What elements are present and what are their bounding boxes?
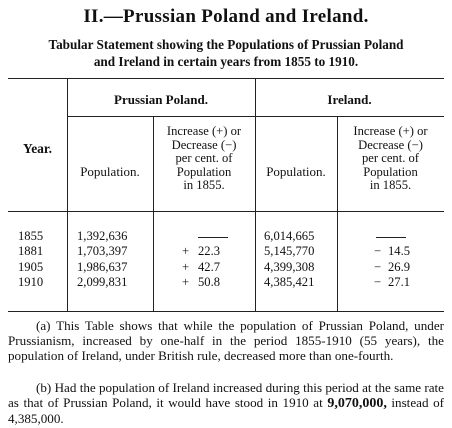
sign-cell: + [182, 244, 190, 259]
percent-cell: 42.7 [198, 259, 221, 274]
section-title: II.—Prussian Poland and Ireland. [83, 6, 369, 27]
divider [67, 79, 68, 311]
population-cell: 4,385,421 [264, 274, 315, 289]
poland-increase-header: Increase (+) or Decrease (−) per cent. o… [166, 124, 242, 192]
population-cell: 1,392,636 [77, 229, 128, 243]
percent-cell: 26.9 [388, 259, 411, 274]
population-cell: 1,703,397 [77, 244, 128, 259]
population-cell: 4,399,308 [264, 259, 315, 274]
year-cell: 1910 [18, 274, 44, 289]
divider [8, 211, 444, 212]
year-cell: 1855 [18, 229, 44, 243]
no-change-dash [198, 236, 228, 238]
poland-header: Prussian Poland. [114, 92, 208, 107]
percent-cell: 50.8 [198, 274, 221, 289]
caption-line-1: Tabular Statement showing the Population… [48, 37, 404, 52]
percent-cell: 14.5 [388, 244, 411, 259]
poland-increase-column: 22.3 42.7 50.8 [198, 229, 228, 290]
sign-cell: + [182, 259, 190, 274]
ireland-header: Ireland. [327, 92, 372, 107]
sign-cell: − [374, 274, 382, 289]
percent-cell: 22.3 [198, 244, 221, 259]
note-b: (b) Had the population of Ireland increa… [8, 380, 444, 427]
divider [153, 116, 154, 311]
divider [337, 116, 338, 311]
sign-cell: + [182, 274, 190, 289]
ireland-sign-column: − − − [374, 229, 381, 290]
ireland-increase-column: 14.5 26.9 27.1 [376, 229, 411, 290]
ireland-increase-header: Increase (+) or Decrease (−) per cent. o… [353, 124, 428, 192]
no-change-dash [376, 236, 406, 238]
divider [255, 79, 256, 311]
poland-population-column: 1,392,636 1,703,397 1,986,637 2,099,831 [77, 229, 127, 290]
caption-line-2: and Ireland in certain years from 1855 t… [93, 54, 359, 69]
divider [67, 116, 444, 117]
population-table: Year. Prussian Poland. Ireland. Populati… [8, 78, 444, 312]
poland-sign-column: + + + [182, 229, 189, 290]
poland-population-header: Population. [80, 164, 140, 179]
ireland-population-header: Population. [266, 164, 326, 179]
population-cell: 1,986,637 [77, 259, 128, 274]
population-cell: 5,145,770 [264, 244, 315, 259]
sign-cell: − [374, 244, 382, 259]
sign-cell: − [374, 259, 382, 274]
ireland-population-column: 6,014,665 5,145,770 4,399,308 4,385,421 [264, 229, 314, 290]
year-cell: 1881 [18, 244, 44, 259]
projected-population: 9,070,000, [327, 396, 387, 412]
year-cell: 1905 [18, 259, 44, 274]
note-a: (a) This Table shows that while the popu… [8, 318, 444, 364]
year-header: Year. [22, 141, 53, 156]
population-cell: 6,014,665 [264, 229, 315, 243]
table-caption: Tabular Statement showing the Population… [0, 36, 452, 70]
population-cell: 2,099,831 [77, 274, 128, 289]
percent-cell: 27.1 [388, 274, 411, 289]
year-column: 1855 1881 1905 1910 [18, 229, 43, 290]
